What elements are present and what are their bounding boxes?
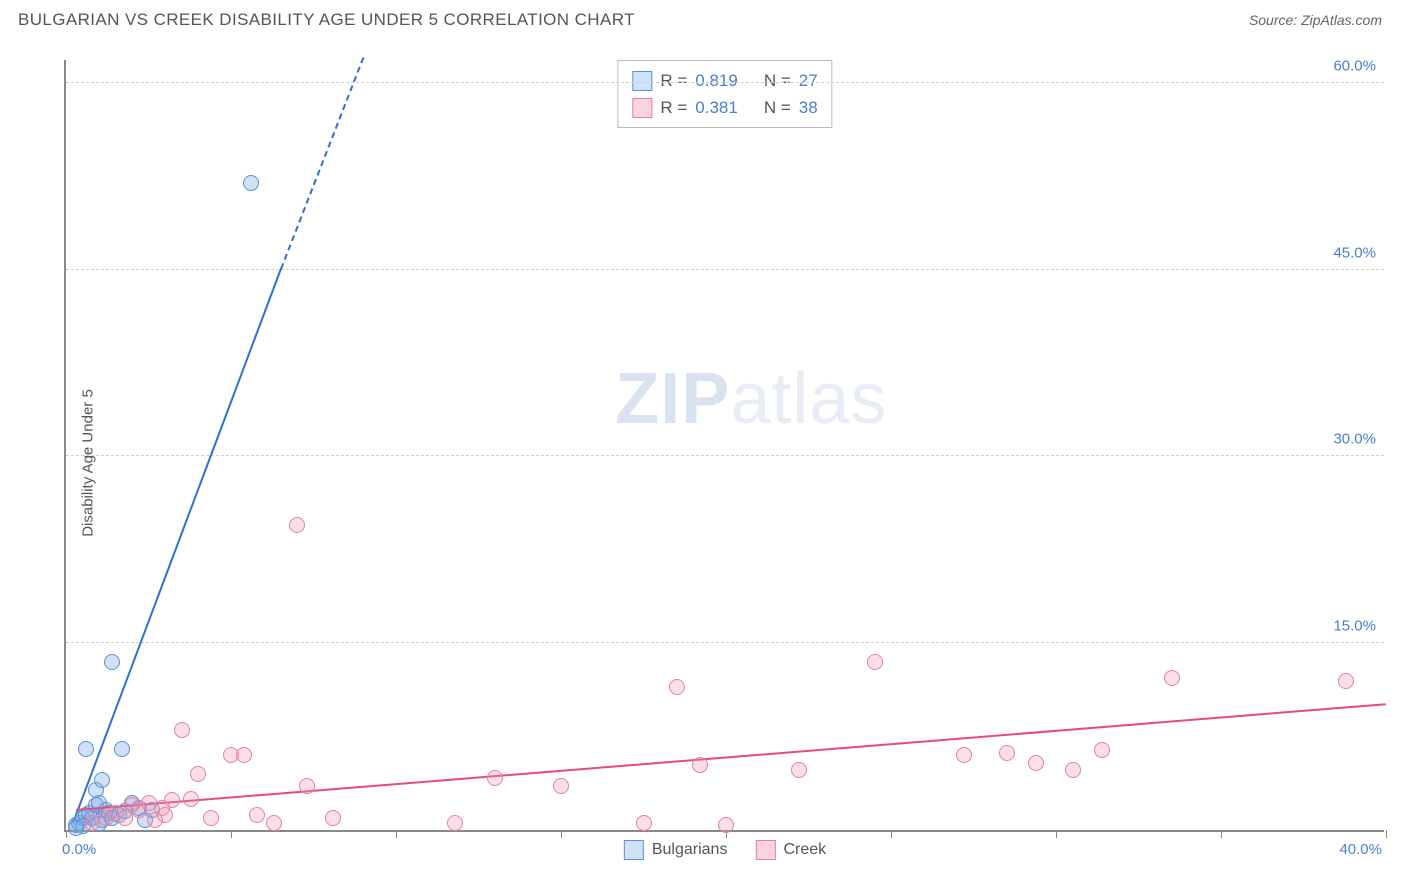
data-point [1164,670,1180,686]
n-label: N = [764,94,791,121]
r-label: R = [660,94,687,121]
x-tick [1221,830,1222,838]
data-point [1338,673,1354,689]
x-tick [66,830,67,838]
gridline [66,642,1384,643]
source-label: Source: [1249,12,1297,28]
trend-line [76,703,1386,811]
data-point [236,747,252,763]
data-point [68,820,84,836]
y-tick-label: 60.0% [1333,57,1376,74]
source-name: ZipAtlas.com [1301,12,1382,28]
data-point [791,762,807,778]
source: Source: ZipAtlas.com [1249,12,1382,28]
watermark: ZIPatlas [615,358,887,440]
data-point [94,772,110,788]
chart-title: BULGARIAN VS CREEK DISABILITY AGE UNDER … [18,10,635,30]
data-point [1028,755,1044,771]
data-point [289,517,305,533]
data-point [718,817,734,833]
watermark-zip: ZIP [615,359,730,439]
r-value: 0.381 [695,94,738,121]
legend-label: Creek [783,841,826,859]
data-point [669,679,685,695]
legend-label: Bulgarians [652,841,728,859]
data-point [1065,762,1081,778]
y-tick-label: 45.0% [1333,244,1376,261]
legend-item: Creek [755,840,826,860]
n-value: 38 [799,94,818,121]
n-value: 27 [799,67,818,94]
data-point [266,815,282,831]
data-point [249,807,265,823]
data-point [78,741,94,757]
data-point [447,815,463,831]
data-point [104,654,120,670]
x-tick [891,830,892,838]
series-legend: Bulgarians Creek [624,840,826,860]
data-point [956,747,972,763]
data-point [164,792,180,808]
x-tick [396,830,397,838]
data-point [325,810,341,826]
gridline [66,269,1384,270]
y-tick-label: 30.0% [1333,431,1376,448]
data-point [487,770,503,786]
data-point [867,654,883,670]
plot-area: ZIPatlas R =0.819N =27R =0.381N =38 Bulg… [64,60,1384,832]
stats-legend-row: R = 0.381 N = 38 [632,94,817,121]
data-point [243,175,259,191]
n-label: N = [764,67,791,94]
data-point [999,745,1015,761]
r-value: 0.819 [695,67,738,94]
x-tick [1386,830,1387,838]
data-point [157,807,173,823]
stats-legend: R = 0.819 N = 27 R = 0.381 N = 38 [617,60,832,128]
data-point [553,778,569,794]
header: BULGARIAN VS CREEK DISABILITY AGE UNDER … [0,0,1406,36]
trend-line [72,268,282,823]
legend-swatch [632,98,652,118]
data-point [1094,742,1110,758]
x-tick [561,830,562,838]
chart: Disability Age Under 5 ZIPatlas R =0.819… [18,44,1388,882]
data-point [203,810,219,826]
legend-swatch [632,71,652,91]
data-point [299,778,315,794]
data-point [190,766,206,782]
gridline [66,82,1384,83]
x-tick [231,830,232,838]
stats-legend-row: R = 0.819 N = 27 [632,67,817,94]
data-point [692,757,708,773]
legend-swatch [755,840,775,860]
trend-line [280,57,364,269]
legend-item: Bulgarians [624,840,728,860]
x-min-label: 0.0% [62,841,96,858]
y-tick-label: 15.0% [1333,618,1376,635]
legend-swatch [624,840,644,860]
watermark-atlas: atlas [730,359,887,439]
data-point [636,815,652,831]
data-point [174,722,190,738]
gridline [66,455,1384,456]
data-point [114,741,130,757]
x-max-label: 40.0% [1339,841,1382,858]
r-label: R = [660,67,687,94]
data-point [183,791,199,807]
x-tick [1056,830,1057,838]
